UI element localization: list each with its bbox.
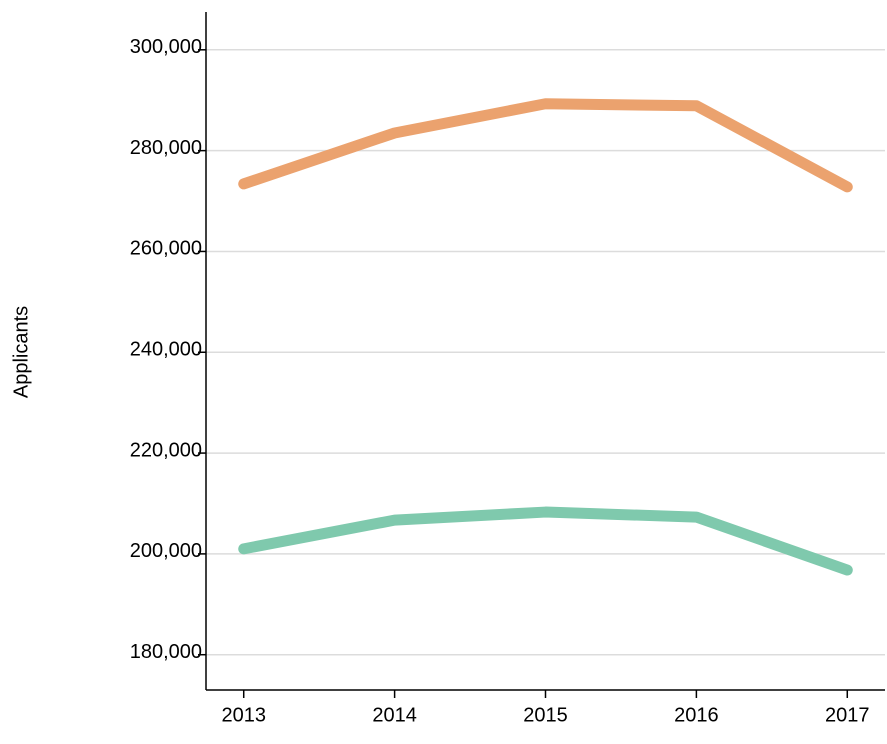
y-tick-label: 300,000 <box>130 36 202 58</box>
y-tick-label: 200,000 <box>130 540 202 562</box>
y-tick-label: 180,000 <box>130 641 202 663</box>
data-line <box>238 98 853 193</box>
y-axis-label: Applicants <box>10 306 32 398</box>
x-tick-label: 2016 <box>674 704 719 726</box>
x-tick-label: 2013 <box>221 704 266 726</box>
x-tick-label: 2015 <box>523 704 568 726</box>
x-tick-label: 2017 <box>825 704 870 726</box>
x-tick-label: 2014 <box>372 704 417 726</box>
y-tick-label: 240,000 <box>130 339 202 361</box>
data-line <box>238 506 853 576</box>
y-tick-label: 220,000 <box>130 439 202 461</box>
y-tick-label: 260,000 <box>130 238 202 260</box>
y-tick-label: 280,000 <box>130 137 202 159</box>
